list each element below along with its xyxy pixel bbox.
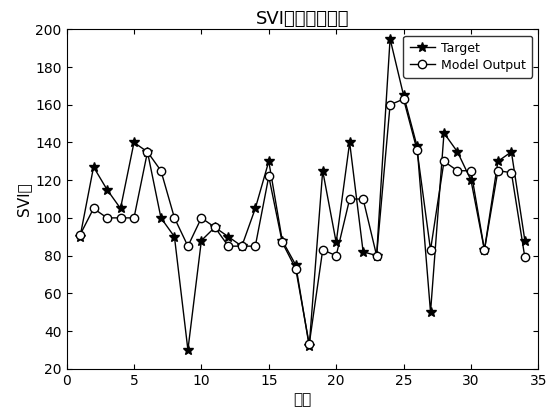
- Target: [374, 253, 380, 258]
- Target: [117, 206, 124, 211]
- Model Output: [265, 174, 272, 179]
- Target: [333, 240, 340, 245]
- Target: [225, 234, 231, 239]
- Model Output: [292, 266, 299, 272]
- Model Output: [454, 168, 461, 173]
- Target: [198, 238, 205, 243]
- Target: [104, 187, 110, 192]
- Y-axis label: SVI値: SVI値: [16, 182, 31, 216]
- Model Output: [319, 247, 326, 252]
- Model Output: [360, 197, 366, 202]
- Target: [185, 347, 191, 352]
- Target: [508, 149, 514, 154]
- Model Output: [158, 168, 164, 173]
- Model Output: [239, 243, 245, 248]
- Target: [346, 140, 353, 145]
- Target: [400, 93, 407, 98]
- Model Output: [117, 215, 124, 220]
- Target: [130, 140, 137, 145]
- Model Output: [211, 225, 218, 230]
- Target: [481, 247, 488, 252]
- Model Output: [441, 159, 447, 164]
- Model Output: [427, 247, 434, 252]
- Model Output: [144, 149, 151, 154]
- Target: [77, 234, 83, 239]
- Target: [441, 131, 447, 136]
- Model Output: [481, 247, 488, 252]
- Target: [319, 168, 326, 173]
- Model Output: [252, 243, 259, 248]
- Target: [360, 249, 366, 254]
- Target: [279, 238, 286, 243]
- X-axis label: 样本: 样本: [294, 392, 311, 407]
- Target: [454, 149, 461, 154]
- Target: [292, 262, 299, 268]
- Target: [387, 36, 393, 41]
- Target: [158, 215, 164, 220]
- Target: [306, 344, 312, 349]
- Model Output: [333, 253, 340, 258]
- Model Output: [346, 197, 353, 202]
- Model Output: [185, 243, 191, 248]
- Target: [468, 178, 475, 183]
- Model Output: [522, 255, 528, 260]
- Target: [144, 149, 151, 154]
- Target: [171, 234, 178, 239]
- Target: [239, 243, 245, 248]
- Model Output: [90, 206, 97, 211]
- Target: [522, 238, 528, 243]
- Model Output: [374, 253, 380, 258]
- Target: [211, 225, 218, 230]
- Target: [413, 144, 420, 149]
- Target: [427, 310, 434, 315]
- Model Output: [104, 215, 110, 220]
- Line: Target: Target: [75, 34, 529, 355]
- Model Output: [413, 147, 420, 153]
- Target: [252, 206, 259, 211]
- Model Output: [508, 170, 514, 175]
- Title: SVI输出曲线对比: SVI输出曲线对比: [256, 10, 349, 28]
- Model Output: [171, 215, 178, 220]
- Legend: Target, Model Output: Target, Model Output: [403, 36, 532, 78]
- Model Output: [306, 342, 312, 347]
- Model Output: [77, 232, 83, 237]
- Model Output: [279, 240, 286, 245]
- Target: [265, 159, 272, 164]
- Model Output: [495, 168, 501, 173]
- Model Output: [468, 168, 475, 173]
- Model Output: [198, 215, 205, 220]
- Target: [90, 164, 97, 169]
- Model Output: [225, 243, 231, 248]
- Model Output: [130, 215, 137, 220]
- Model Output: [400, 96, 407, 101]
- Target: [495, 159, 501, 164]
- Model Output: [387, 102, 393, 107]
- Line: Model Output: Model Output: [76, 95, 529, 348]
